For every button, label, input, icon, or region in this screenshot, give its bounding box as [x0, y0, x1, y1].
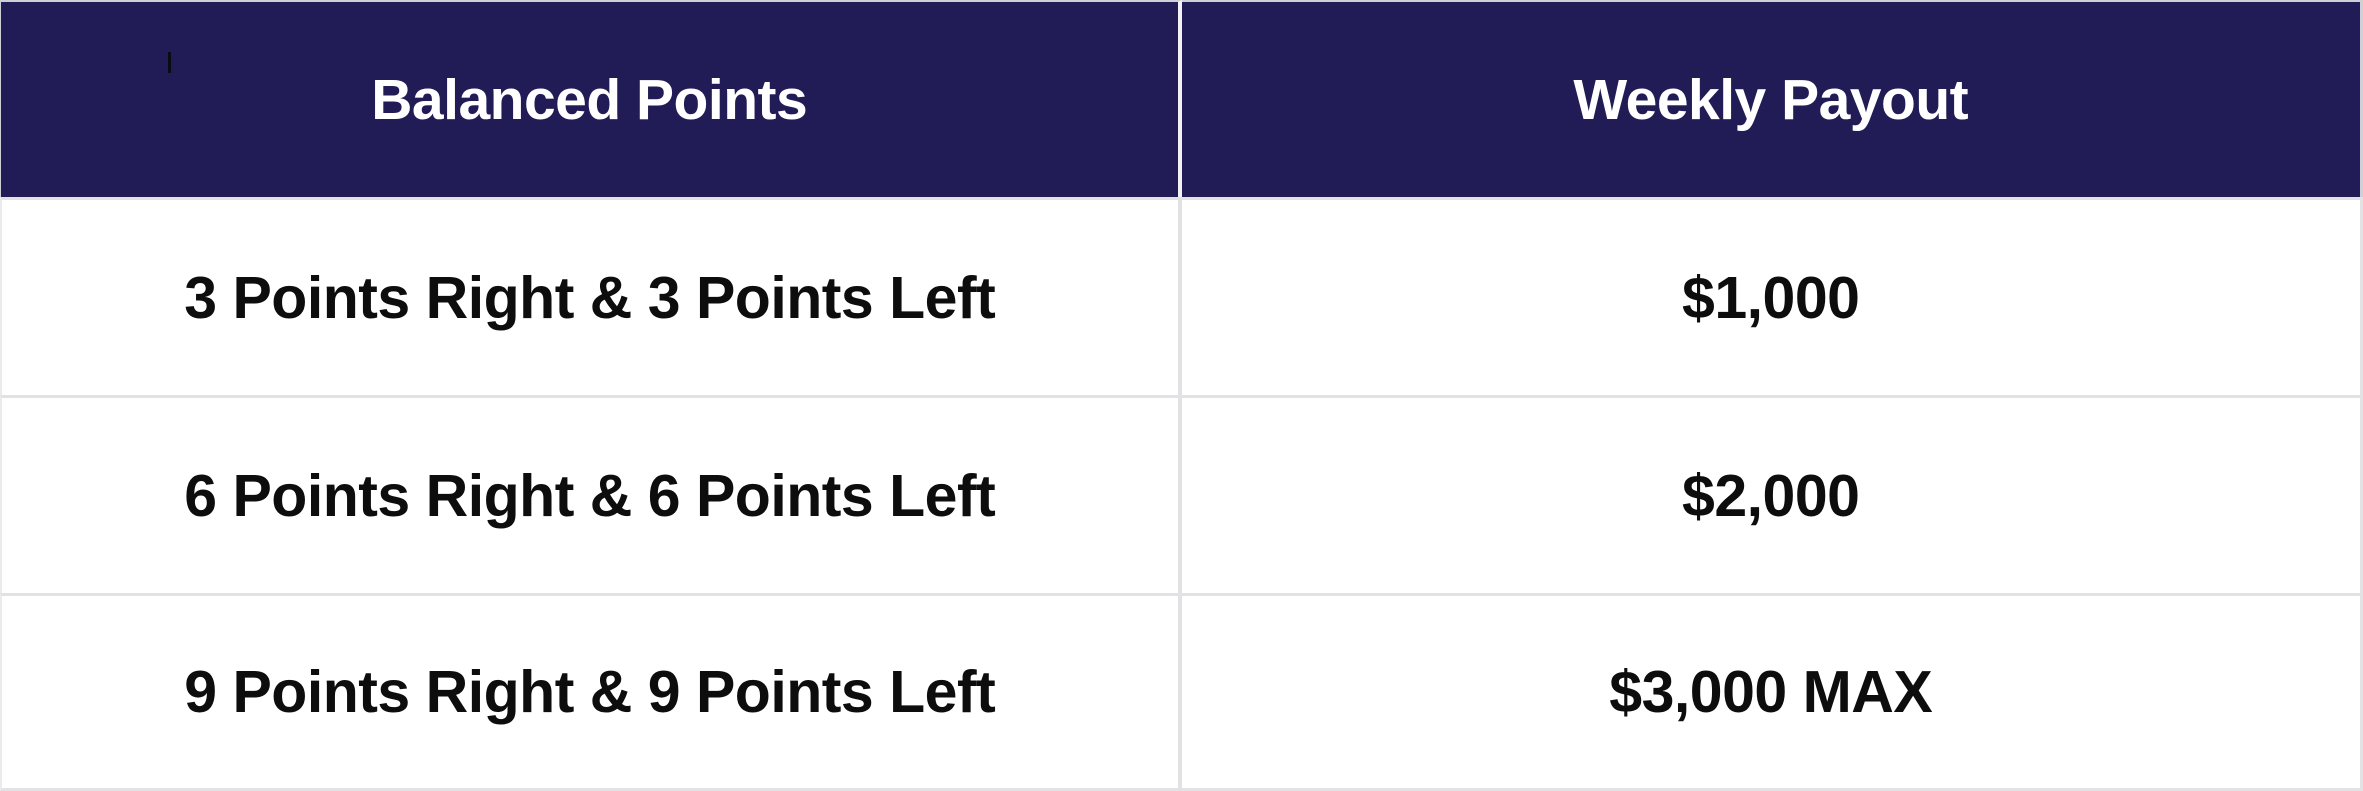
cell-points-tier-1: 3 Points Right & 3 Points Left — [0, 197, 1182, 395]
cell-points-tier-2: 6 Points Right & 6 Points Left — [0, 395, 1182, 593]
table-row: 6 Points Right & 6 Points Left $2,000 — [0, 395, 2363, 593]
cell-payout-tier-2: $2,000 — [1181, 395, 2363, 593]
cell-payout-tier-3: $3,000 MAX — [1181, 593, 2363, 791]
text-cursor — [168, 52, 171, 73]
table-header-row: Balanced Points Weekly Payout — [0, 0, 2363, 197]
table-row: 3 Points Right & 3 Points Left $1,000 — [0, 197, 2363, 395]
table-row: 9 Points Right & 9 Points Left $3,000 MA… — [0, 593, 2363, 791]
cell-points-tier-3: 9 Points Right & 9 Points Left — [0, 593, 1182, 791]
cell-payout-tier-1: $1,000 — [1181, 197, 2363, 395]
column-header-weekly-payout: Weekly Payout — [1181, 0, 2363, 197]
column-header-balanced-points: Balanced Points — [0, 0, 1182, 197]
